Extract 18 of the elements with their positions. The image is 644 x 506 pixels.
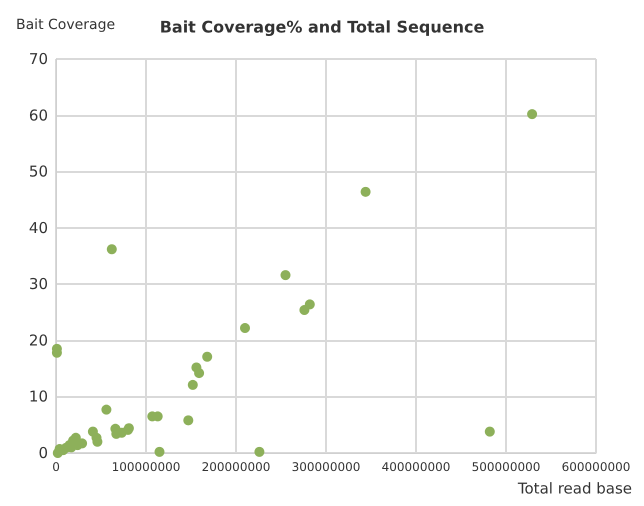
x-tick-label: 500000000 xyxy=(472,460,540,474)
x-tick-label: 0 xyxy=(52,460,60,474)
y-tick-label: 20 xyxy=(28,331,48,350)
x-tick-label: 400000000 xyxy=(382,460,450,474)
x-tick-label: 200000000 xyxy=(202,460,270,474)
x-axis-title: Total read base xyxy=(516,480,632,498)
y-tick-label: 50 xyxy=(28,162,48,181)
y-tick-label: 70 xyxy=(28,50,48,68)
y-tick-label: 40 xyxy=(28,218,48,237)
x-tick-label: 600000000 xyxy=(562,460,630,474)
x-tick-label: 300000000 xyxy=(292,460,360,474)
x-tick-label: 100000000 xyxy=(112,460,180,474)
chart-title: Bait Coverage% and Total Sequence xyxy=(160,18,484,36)
y-tick-label: 10 xyxy=(28,388,48,406)
y-axis-title: Bait Coverage xyxy=(16,17,116,33)
y-tick-label: 60 xyxy=(28,106,48,124)
y-tick-label: 0 xyxy=(38,444,48,462)
y-tick-label: 30 xyxy=(28,275,48,294)
